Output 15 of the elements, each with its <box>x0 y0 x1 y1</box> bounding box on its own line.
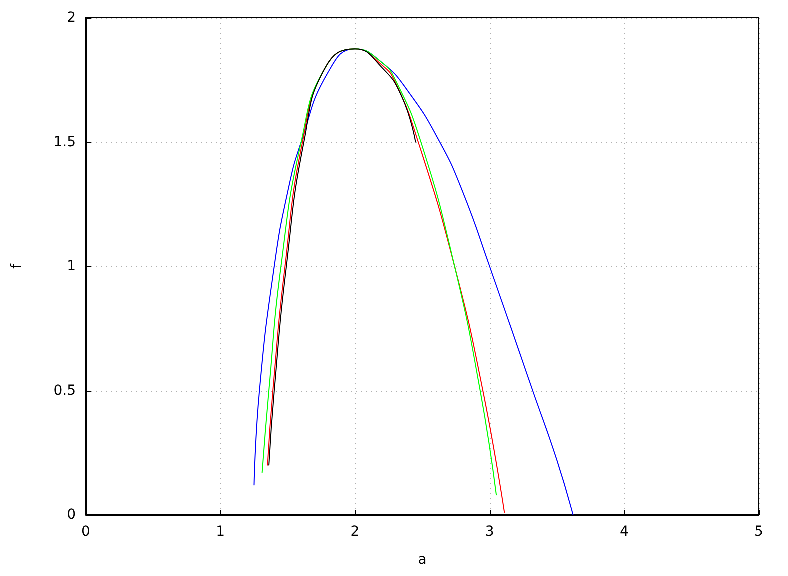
y-tick-label: 1 <box>67 258 76 274</box>
y-tick-label: 1.5 <box>54 134 76 150</box>
x-axis-title: a <box>418 552 427 568</box>
line-series <box>268 48 416 466</box>
x-tick-label: 3 <box>485 524 494 540</box>
line-series <box>254 48 574 516</box>
x-tick-label: 2 <box>350 524 360 540</box>
x-tick-label: 1 <box>216 524 226 540</box>
y-tick-label: 0.5 <box>54 382 76 399</box>
x-tick-label: 0 <box>82 524 90 540</box>
y-tick-label: 2 <box>67 10 76 26</box>
y-tick-label: 0 <box>67 507 76 523</box>
x-tick-label: 5 <box>754 524 764 540</box>
y-axis-title: f <box>9 262 25 269</box>
x-tick-label: 4 <box>620 524 629 540</box>
